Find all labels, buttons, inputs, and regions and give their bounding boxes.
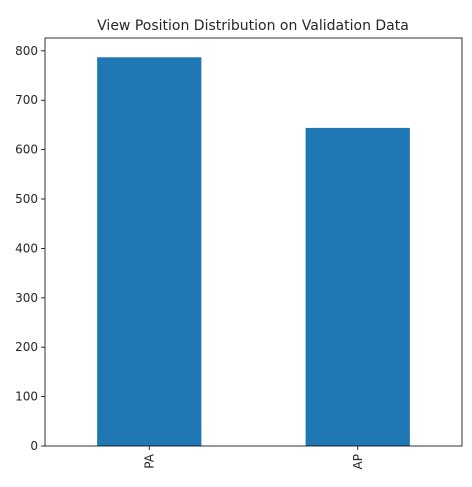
y-tick-label: 200 [15,340,38,354]
y-tick-label: 100 [15,390,38,404]
y-tick-label: 600 [15,143,38,157]
y-tick-label: 0 [30,439,38,453]
bar-pa [97,57,202,447]
bars-layer [97,57,410,447]
x-tick-label-pa: PA [142,453,156,468]
chart-title: View Position Distribution on Validation… [97,18,409,34]
y-tick-label: 400 [15,241,38,255]
y-tick-label: 500 [15,192,38,206]
plot-frame [44,37,463,447]
x-tick-label-ap: AP [351,454,365,469]
y-tick-label: 700 [15,93,38,107]
bar-ap [305,127,410,446]
axes-layer [44,37,463,447]
x-axis-ticks: PA AP [142,446,365,469]
y-tick-label: 800 [15,44,38,58]
y-tick-label: 300 [15,291,38,305]
y-axis-ticks: 0 100 200 300 400 500 600 700 800 [15,44,45,453]
